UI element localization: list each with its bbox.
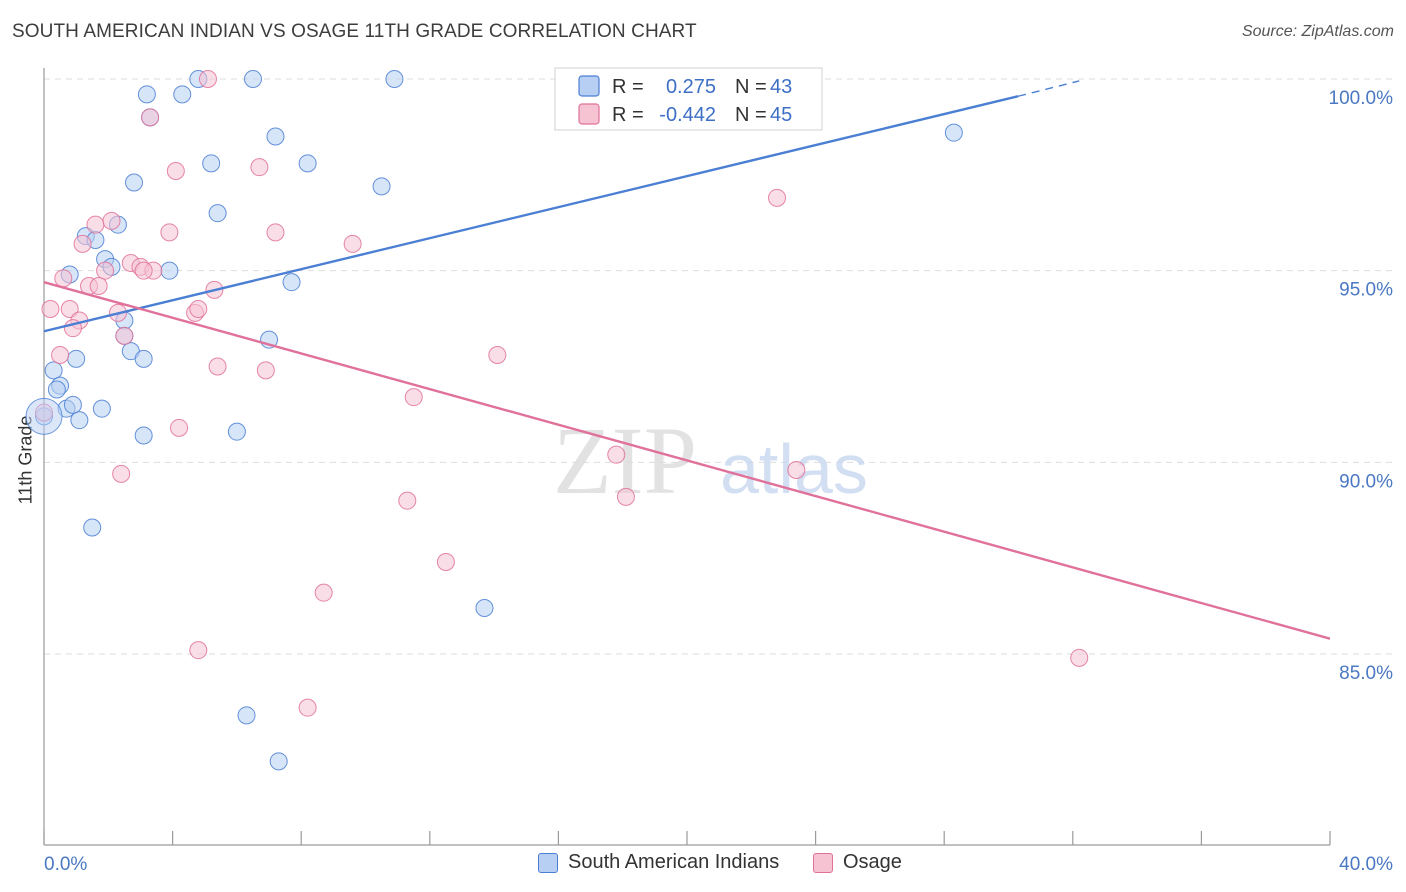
data-point-south-american-indians (134, 426, 153, 445)
y-tick-label: 100.0% (1329, 88, 1394, 109)
data-point-south-american-indians (237, 706, 256, 725)
data-point-south-american-indians (137, 85, 156, 104)
chart-title: SOUTH AMERICAN INDIAN VS OSAGE 11TH GRAD… (12, 21, 697, 42)
data-point-osage (134, 261, 153, 280)
bottom-legend-pink: Osage (813, 851, 902, 874)
data-point-osage (208, 357, 227, 376)
data-point-osage (160, 223, 179, 242)
data-point-osage (166, 162, 185, 180)
data-point-osage (616, 487, 635, 506)
bottom-legend-label-pink: Osage (843, 851, 902, 873)
legend-n-value-pink: 45 (770, 104, 792, 126)
legend-n-value-blue: 43 (770, 76, 792, 98)
data-point-south-american-indians (202, 154, 221, 173)
data-point-osage (96, 261, 115, 280)
data-point-south-american-indians (173, 85, 192, 104)
legend-n-label-blue: N = (735, 76, 767, 98)
bottom-legend-swatch-pink (813, 852, 833, 873)
data-point-osage (141, 108, 160, 127)
data-point-south-american-indians (475, 599, 494, 617)
data-point-south-american-indians (372, 177, 391, 196)
legend-r-label-blue: R = (612, 76, 644, 98)
data-point-osage (198, 70, 217, 88)
data-point-south-american-indians (44, 361, 63, 380)
data-point-osage (256, 361, 275, 380)
data-point-osage (488, 346, 507, 364)
data-point-osage (41, 300, 60, 318)
x-tick-label: 40.0% (1339, 854, 1393, 875)
data-point-osage (343, 234, 362, 253)
data-point-osage (60, 300, 79, 318)
data-point-osage (170, 418, 189, 437)
data-point-south-american-indians (269, 752, 288, 771)
y-tick-label: 90.0% (1339, 471, 1393, 492)
data-point-osage (298, 698, 317, 717)
bottom-legend-label-blue: South American Indians (568, 851, 780, 873)
data-point-osage (51, 346, 70, 364)
data-point-south-american-indians (63, 395, 82, 414)
data-point-south-american-indians (134, 349, 153, 368)
tick-labels: 85.0% 90.0% 95.0% 100.0% 0.0% 40.0% (44, 88, 1393, 875)
data-point-osage (1070, 648, 1089, 667)
legend-r-value-pink: -0.442 (659, 104, 716, 126)
legend-swatch-pink (578, 103, 600, 125)
data-point-south-american-indians (208, 204, 227, 223)
data-point-south-american-indians (70, 411, 89, 430)
gridlines (44, 78, 1395, 655)
data-point-south-american-indians (266, 127, 285, 146)
legend-swatch-blue (578, 75, 600, 97)
legend-n-label-pink: N = (735, 104, 767, 126)
data-point-south-american-indians (125, 173, 144, 192)
data-point-osage (115, 326, 134, 345)
trend-line-osage (43, 281, 1331, 640)
trend-lines (43, 80, 1331, 640)
data-point-osage (112, 464, 131, 483)
data-point-south-american-indians (298, 154, 317, 173)
legend-r-label-pink: R = (612, 104, 644, 126)
y-tick-label: 85.0% (1339, 663, 1393, 684)
data-point-osage (314, 583, 333, 602)
bottom-legend-blue: South American Indians (538, 851, 779, 874)
data-point-osage (86, 215, 105, 234)
data-point-south-american-indians (227, 422, 246, 441)
data-point-osage (54, 269, 73, 288)
data-point-osage (436, 553, 455, 571)
bottom-legend-swatch-blue (538, 852, 558, 873)
x-tick-label: 0.0% (44, 854, 87, 875)
trend-line-south-american-indians (43, 95, 1019, 333)
chart-source: Source: ZipAtlas.com (1241, 23, 1394, 40)
data-point-osage (102, 211, 121, 230)
legend: R = 0.275 N = 43 R = -0.442 N = 45 (554, 67, 823, 131)
y-tick-label: 95.0% (1339, 280, 1393, 301)
data-point-south-american-indians (944, 123, 963, 142)
data-point-south-american-indians (282, 273, 301, 292)
data-point-osage (73, 234, 92, 253)
data-point-south-american-indians (160, 261, 179, 280)
legend-r-value-blue: 0.275 (666, 76, 716, 98)
data-point-osage (266, 223, 285, 242)
data-point-south-american-indians (92, 399, 111, 418)
x-ticks (43, 831, 1331, 845)
data-point-osage (189, 641, 208, 660)
data-point-osage (89, 277, 108, 295)
data-point-cluster-blue (25, 397, 63, 435)
data-point-osage (787, 461, 806, 479)
data-point-south-american-indians (385, 70, 404, 88)
data-point-osage (404, 388, 423, 407)
data-point-osage (768, 188, 787, 207)
data-point-south-american-indians (47, 380, 66, 399)
data-point-osage (250, 158, 269, 177)
data-point-south-american-indians (67, 349, 86, 368)
data-point-south-american-indians (243, 70, 262, 88)
data-point-south-american-indians (83, 518, 102, 537)
data-point-osage (607, 445, 626, 464)
trend-line-extension (1017, 80, 1080, 97)
data-point-osage (189, 300, 208, 318)
data-point-osage (398, 491, 417, 510)
